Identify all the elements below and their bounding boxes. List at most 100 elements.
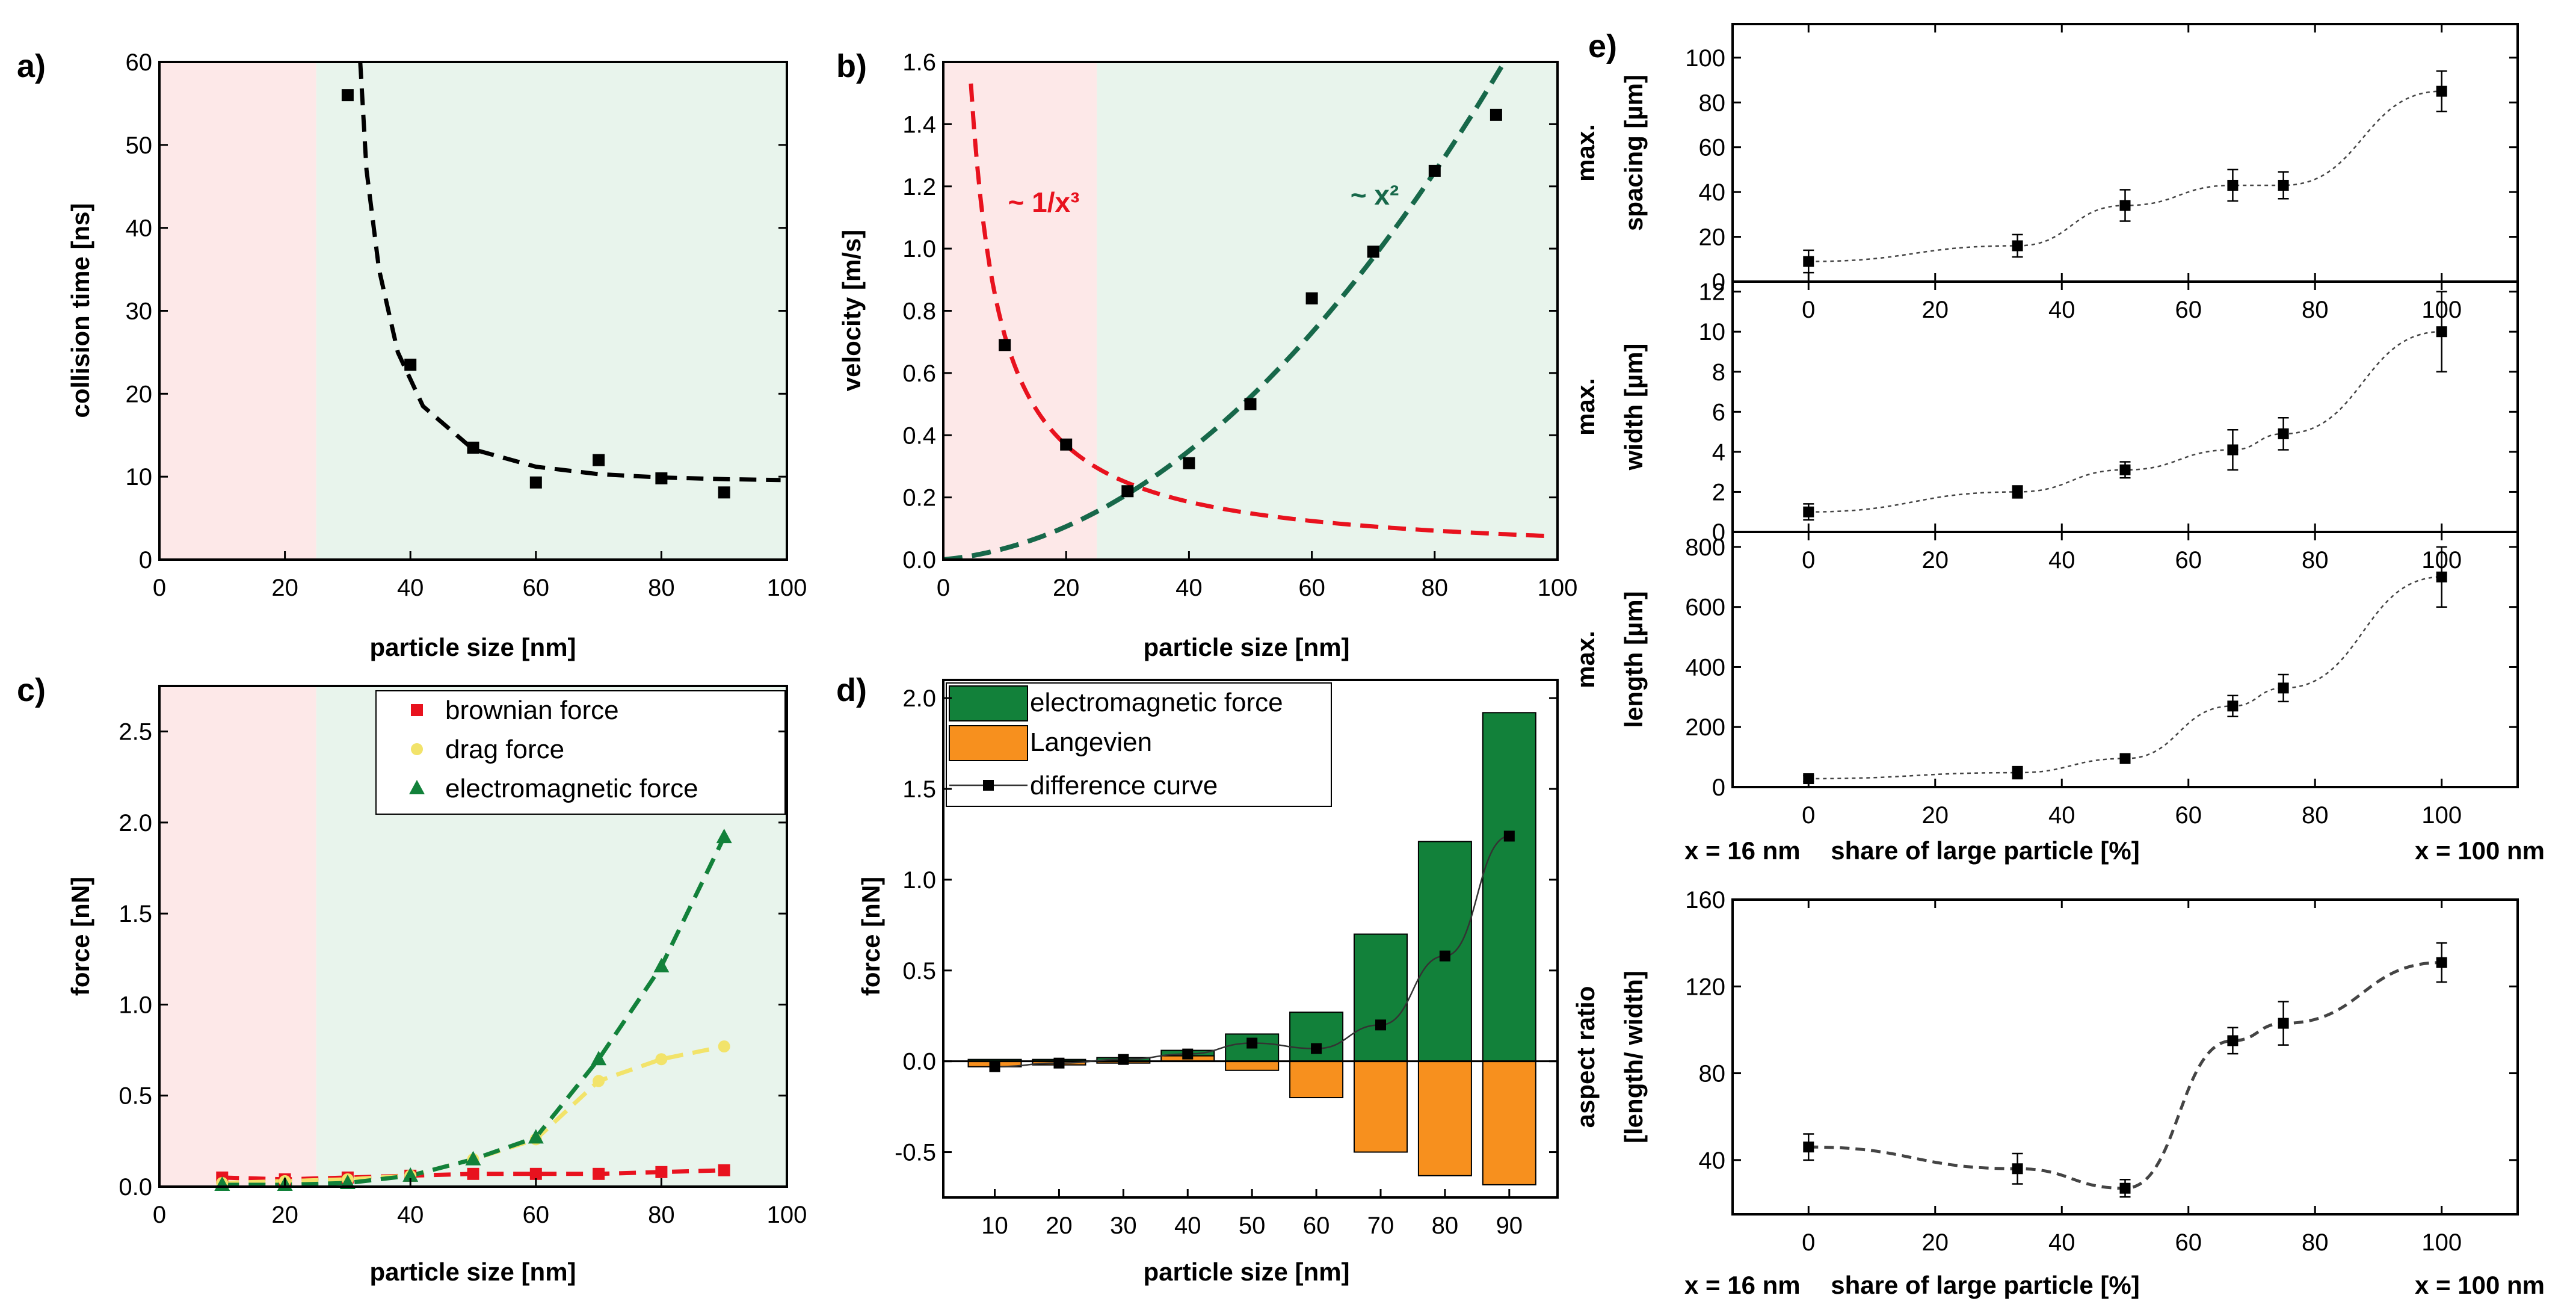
x-axis-label: particle size [nm] (1143, 633, 1349, 661)
y-tick-label: 8 (1712, 359, 1725, 386)
brownian-point (529, 1167, 542, 1180)
x-tick-label: 90 (1496, 1213, 1523, 1239)
panel-a: 0 10 20 30 40 50 60 0 20 40 60 80 100 collision time … (17, 48, 807, 661)
electromagnetic-point (716, 829, 732, 844)
y-tick-label: 1.5 (119, 901, 152, 927)
panel-d: electromagnetic force Langevien difference… (836, 672, 1559, 1286)
y-axis-label: aspect ratio (1571, 986, 1600, 1128)
y-tick-label: 100 (1685, 45, 1725, 72)
y-tick-label: 0.0 (902, 1049, 936, 1075)
x-tick-label: 80 (648, 575, 675, 601)
panel-e4: 40 80 120 160 0 20 40 60 80 100 aspect ratio [lengt… (1571, 887, 2545, 1299)
y-axis-label: [length/ width] (1619, 971, 1648, 1143)
x-tick-label: 80 (648, 1202, 675, 1228)
brownian-point (718, 1164, 730, 1176)
plot-frame (942, 679, 1559, 1199)
legend-difference-marker (983, 780, 994, 791)
data-point (2278, 1018, 2289, 1029)
electromagnetic-point (591, 1051, 607, 1066)
drag-point (718, 1040, 730, 1053)
data-point (2436, 326, 2447, 338)
x-tick-label: 80 (1432, 1213, 1459, 1239)
difference-point (1053, 1057, 1065, 1069)
y-tick-label: 30 (126, 298, 153, 325)
legend-electromagnetic-swatch (949, 685, 1028, 721)
y-tick-label: 1.0 (119, 992, 152, 1018)
green-zone-region (1097, 62, 1558, 560)
drag-point (655, 1053, 668, 1066)
x-tick-label: 40 (2048, 547, 2075, 573)
y-tick-label: 120 (1685, 974, 1725, 1000)
data-point (1367, 246, 1379, 258)
electromagnetic-bar (1482, 712, 1536, 1062)
data-point (2278, 428, 2289, 439)
x-tick-label: 20 (1053, 575, 1080, 601)
data-point (1490, 108, 1502, 121)
x-tick-label: 100 (1538, 575, 1578, 601)
square-fit (943, 62, 1508, 560)
inverse-cube-fit (969, 83, 1545, 539)
y-tick-label: 40 (126, 215, 153, 242)
y-tick-label: 160 (1685, 887, 1725, 913)
plot-frame (158, 685, 788, 1188)
panel-b: 0.0 0.2 0.4 0.6 0.8 1.0 1.2 1.4 1.6 0 20 40 60 80 100 v… (836, 48, 1578, 661)
x-tick-label: 60 (523, 575, 550, 601)
x-tick-label: 60 (2175, 1229, 2202, 1256)
y-tick-label: 2.0 (902, 685, 936, 712)
y-axis-label: velocity [m/s] (837, 230, 866, 391)
y-axis-label: force [nN] (66, 877, 94, 996)
legend: electromagnetic force Langevien difference… (946, 682, 1332, 807)
x-tick-label: 40 (1174, 1213, 1201, 1239)
x-tick-label: 40 (2048, 1229, 2075, 1256)
y-tick-label: 0 (1712, 269, 1725, 295)
x-tick-label: 20 (271, 575, 298, 601)
y-tick-label: 0.6 (902, 360, 936, 387)
difference-point (989, 1061, 1000, 1072)
y-tick-label: 4 (1712, 439, 1725, 466)
langevien-bar (1289, 1060, 1344, 1099)
x-tick-label: 40 (397, 575, 424, 601)
difference-point (1503, 830, 1515, 842)
panel-c: brownian force drag force electromagnetic … (17, 672, 807, 1286)
trend-curve (1808, 576, 2442, 780)
y-tick-label: 0.0 (902, 547, 936, 573)
data-point (341, 89, 354, 102)
data-point (2278, 682, 2289, 694)
x-tick-label: 100 (767, 1202, 807, 1228)
x-tick-label: 40 (2048, 802, 2075, 829)
legend-label: difference curve (1030, 771, 1218, 800)
red-zone-region (943, 62, 1097, 560)
x-tick-label: 60 (2175, 802, 2202, 829)
data-point (2012, 240, 2023, 252)
y-tick-label: 20 (1699, 224, 1726, 251)
x-tick-label: 60 (1298, 575, 1325, 601)
annotation-inverse-cube: ~ 1/x³ (1008, 187, 1080, 218)
data-point (1428, 164, 1441, 177)
y-tick-label: 1.0 (902, 236, 936, 262)
langevien-bar (1225, 1060, 1280, 1071)
x-tick-label: 0 (1802, 1229, 1815, 1256)
y-tick-label: 1.6 (902, 49, 936, 76)
y-axis-label: width [µm] (1619, 344, 1648, 471)
brownian-point (593, 1167, 605, 1180)
x-tick-label: 80 (2302, 297, 2329, 323)
data-point (2436, 957, 2447, 968)
electromagnetic-point (402, 1167, 419, 1182)
x-tick-label: 60 (2175, 547, 2202, 573)
legend-label: Langevien (1030, 728, 1152, 757)
data-point (718, 486, 730, 499)
green-zone-region (316, 62, 787, 560)
drag-point (593, 1075, 605, 1087)
y-tick-label: 200 (1685, 714, 1725, 741)
y-axis-label: force [nN] (857, 877, 885, 996)
x-tick-label: 10 (981, 1213, 1008, 1239)
y-tick-label: 10 (126, 464, 153, 490)
y-axis-label: max. (1571, 631, 1600, 688)
x-tick-label: 100 (2421, 802, 2462, 829)
brownian-point (467, 1167, 479, 1180)
difference-point (1118, 1054, 1129, 1065)
data-point (2227, 179, 2239, 191)
